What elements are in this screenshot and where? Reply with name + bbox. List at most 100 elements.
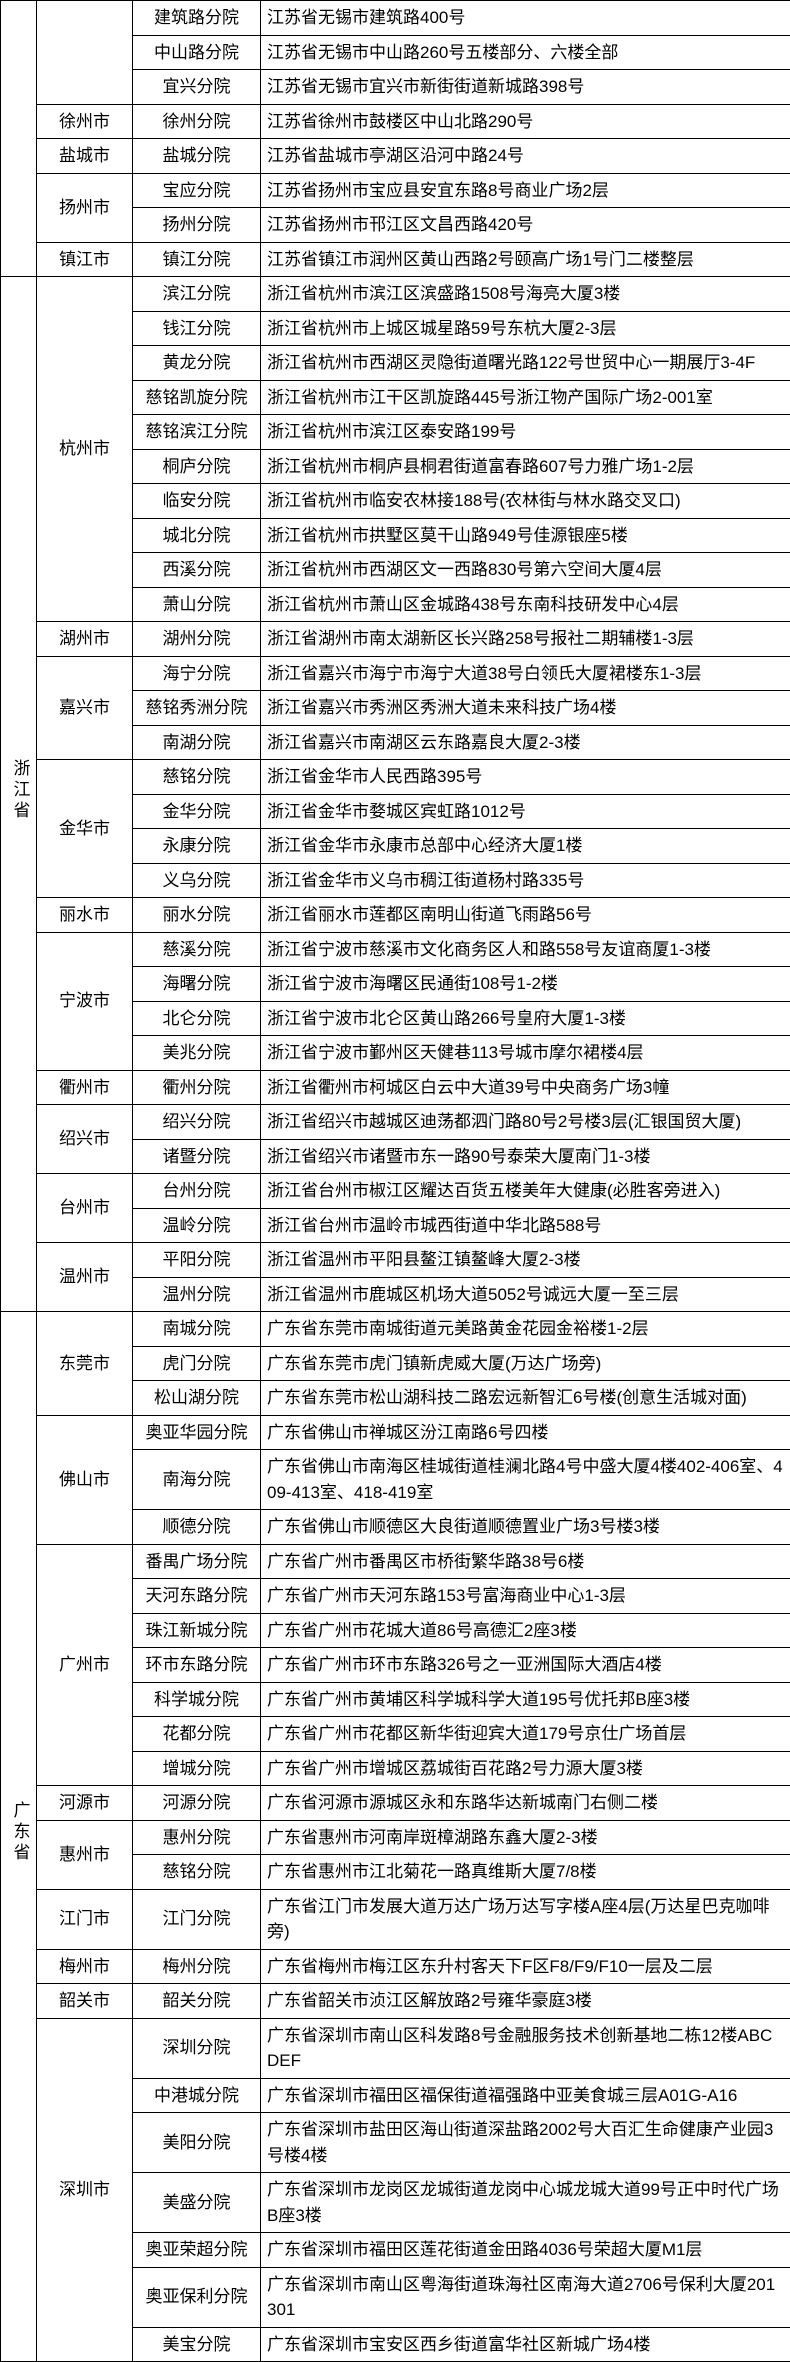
branch-address: 广东省佛山市南海区桂城街道桂澜北路4号中盛大厦4楼402-406室、409-41… — [261, 1450, 790, 1510]
branch-name: 天河东路分院 — [133, 1579, 261, 1614]
cell: 嘉兴市 — [37, 656, 133, 760]
branch-name: 扬州分院 — [133, 208, 261, 243]
table-row: 扬州市宝应分院江苏省扬州市宝应县安宜东路8号商业广场2层 — [1, 173, 790, 208]
branch-name: 珠江新城分院 — [133, 1613, 261, 1648]
branch-address: 浙江省杭州市江干区凯旋路445号浙江物产国际广场2-001室 — [261, 380, 790, 415]
cell: 河源市 — [37, 1786, 133, 1821]
branch-name: 海宁分院 — [133, 656, 261, 691]
table-row: 绍兴市绍兴分院浙江省绍兴市越城区迪荡都泗门路80号2号楼3层(汇银国贸大厦) — [1, 1105, 790, 1140]
branch-name: 增城分院 — [133, 1751, 261, 1786]
branch-address: 浙江省台州市椒江区耀达百货五楼美年大健康(必胜客旁进入) — [261, 1174, 790, 1209]
branch-address: 广东省河源市源城区永和东路华达新城南门右侧二楼 — [261, 1786, 790, 1821]
branch-address: 浙江省嘉兴市南湖区云东路嘉良大厦2-3楼 — [261, 725, 790, 760]
branch-address: 广东省惠州市江北菊花一路真维斯大厦7/8楼 — [261, 1855, 790, 1890]
branch-name: 平阳分院 — [133, 1243, 261, 1278]
branch-address: 广东省广州市环市东路326号之一亚洲国际大酒店4楼 — [261, 1648, 790, 1683]
table-row: 浙江省杭州市滨江分院浙江省杭州市滨江区滨盛路1508号海亮大厦3楼 — [1, 277, 790, 312]
branch-name: 环市东路分院 — [133, 1648, 261, 1683]
table-row: 广东省东莞市南城分院广东省东莞市南城街道元美路黄金花园金裕楼1-2层 — [1, 1312, 790, 1347]
table-row: 衢州市衢州分院浙江省衢州市柯城区白云中大道39号中央商务广场3幢 — [1, 1070, 790, 1105]
branch-address: 浙江省杭州市桐庐县桐君街道富春路607号力雅广场1-2层 — [261, 449, 790, 484]
branch-name: 钱江分院 — [133, 311, 261, 346]
branch-name: 江门分院 — [133, 1889, 261, 1949]
branch-name: 美兆分院 — [133, 1036, 261, 1071]
branch-name: 衢州分院 — [133, 1070, 261, 1105]
branch-name: 滨江分院 — [133, 277, 261, 312]
branch-name: 桐庐分院 — [133, 449, 261, 484]
branch-address: 浙江省宁波市北仑区黄山路266号皇府大厦1-3楼 — [261, 1001, 790, 1036]
branch-address: 浙江省杭州市滨江区泰安路199号 — [261, 415, 790, 450]
branch-name: 徐州分院 — [133, 104, 261, 139]
table-row: 梅州市梅州分院广东省梅州市梅江区东升村客天下F区F8/F9/F10一层及二层 — [1, 1949, 790, 1984]
cell: 广州市 — [37, 1544, 133, 1786]
cell: 惠州市 — [37, 1820, 133, 1889]
branch-address: 浙江省杭州市滨江区滨盛路1508号海亮大厦3楼 — [261, 277, 790, 312]
branch-name: 宜兴分院 — [133, 70, 261, 105]
table-row: 镇江市镇江分院江苏省镇江市润州区黄山西路2号颐高广场1号门二楼整层 — [1, 242, 790, 277]
branch-address: 浙江省台州市温岭市城西街道中华北路588号 — [261, 1208, 790, 1243]
branch-address: 浙江省嘉兴市海宁市海宁大道38号白领氏大厦裙楼东1-3层 — [261, 656, 790, 691]
branch-address: 广东省深圳市宝安区西乡街道富华社区新城广场4楼 — [261, 2327, 790, 2362]
branch-address: 广东省东莞市虎门镇新虎威大厦(万达广场旁) — [261, 1346, 790, 1381]
branch-name: 美阳分院 — [133, 2113, 261, 2173]
branch-name: 海曙分院 — [133, 967, 261, 1002]
branch-address: 浙江省金华市人民西路395号 — [261, 760, 790, 795]
branch-name: 北仑分院 — [133, 1001, 261, 1036]
branch-address: 江苏省扬州市宝应县安宜东路8号商业广场2层 — [261, 173, 790, 208]
cell: 台州市 — [37, 1174, 133, 1243]
branch-name: 韶关分院 — [133, 1984, 261, 2019]
branch-name: 慈铭凯旋分院 — [133, 380, 261, 415]
table-row: 盐城市盐城分院江苏省盐城市亭湖区沿河中路24号 — [1, 139, 790, 174]
cell: 宁波市 — [37, 932, 133, 1070]
branch-address: 广东省深圳市南山区科发路8号金融服务技术创新基地二栋12楼ABCDEF — [261, 2018, 790, 2078]
cell: 江门市 — [37, 1889, 133, 1949]
branch-name: 盐城分院 — [133, 139, 261, 174]
branch-address: 江苏省无锡市建筑路400号 — [261, 1, 790, 36]
branch-name: 西溪分院 — [133, 553, 261, 588]
branch-address: 浙江省宁波市慈溪市文化商务区人和路558号友谊商厦1-3楼 — [261, 932, 790, 967]
branch-name: 萧山分院 — [133, 587, 261, 622]
table-row: 韶关市韶关分院广东省韶关市浈江区解放路2号雍华豪庭3楼 — [1, 1984, 790, 2019]
branch-name: 义乌分院 — [133, 863, 261, 898]
branch-name: 诸暨分院 — [133, 1139, 261, 1174]
branch-name: 番禺广场分院 — [133, 1544, 261, 1579]
branch-table: 建筑路分院江苏省无锡市建筑路400号中山路分院江苏省无锡市中山路260号五楼部分… — [0, 0, 790, 2362]
branch-address: 广东省深圳市南山区粤海街道珠海社区南海大道2706号保利大厦201301 — [261, 2267, 790, 2327]
table-row: 徐州市徐州分院江苏省徐州市鼓楼区中山北路290号 — [1, 104, 790, 139]
branch-name: 梅州分院 — [133, 1949, 261, 1984]
branch-name: 南海分院 — [133, 1450, 261, 1510]
branch-address: 浙江省绍兴市越城区迪荡都泗门路80号2号楼3层(汇银国贸大厦) — [261, 1105, 790, 1140]
table-row: 河源市河源分院广东省河源市源城区永和东路华达新城南门右侧二楼 — [1, 1786, 790, 1821]
table-row: 台州市台州分院浙江省台州市椒江区耀达百货五楼美年大健康(必胜客旁进入) — [1, 1174, 790, 1209]
branch-name: 温州分院 — [133, 1277, 261, 1312]
branch-address: 浙江省杭州市上城区城星路59号东杭大厦2-3层 — [261, 311, 790, 346]
branch-name: 慈铭滨江分院 — [133, 415, 261, 450]
branch-name: 花都分院 — [133, 1717, 261, 1752]
branch-address: 浙江省宁波市海曙区民通街108号1-2楼 — [261, 967, 790, 1002]
branch-address: 江苏省无锡市中山路260号五楼部分、六楼全部 — [261, 35, 790, 70]
table-row: 广州市番禺广场分院广东省广州市番禺区市桥街繁华路38号6楼 — [1, 1544, 790, 1579]
branch-address: 浙江省金华市义乌市稠江街道杨村路335号 — [261, 863, 790, 898]
branch-address: 浙江省杭州市西湖区灵隐街道曙光路122号世贸中心一期展厅3-4F — [261, 346, 790, 381]
branch-name: 黄龙分院 — [133, 346, 261, 381]
branch-name: 奥亚保利分院 — [133, 2267, 261, 2327]
branch-address: 广东省广州市花城大道86号高德汇2座3楼 — [261, 1613, 790, 1648]
cell: 温州市 — [37, 1243, 133, 1312]
branch-address: 广东省深圳市龙岗区龙城街道龙岗中心城龙城大道99号正中时代广场B座3楼 — [261, 2173, 790, 2233]
branch-address: 浙江省温州市平阳县鳌江镇鳌峰大厦2-3楼 — [261, 1243, 790, 1278]
branch-name: 中山路分院 — [133, 35, 261, 70]
branch-name: 城北分院 — [133, 518, 261, 553]
branch-address: 浙江省衢州市柯城区白云中大道39号中央商务广场3幢 — [261, 1070, 790, 1105]
branch-name: 美宝分院 — [133, 2327, 261, 2362]
cell: 丽水市 — [37, 898, 133, 933]
branch-address: 江苏省无锡市宜兴市新街街道新城路398号 — [261, 70, 790, 105]
branch-name: 建筑路分院 — [133, 1, 261, 36]
branch-address: 广东省惠州市河南岸斑樟湖路东鑫大厦2-3楼 — [261, 1820, 790, 1855]
branch-address: 广东省广州市天河东路153号富海商业中心1-3层 — [261, 1579, 790, 1614]
branch-name: 绍兴分院 — [133, 1105, 261, 1140]
branch-address: 江苏省扬州市邗江区文昌西路420号 — [261, 208, 790, 243]
branch-address: 江苏省镇江市润州区黄山西路2号颐高广场1号门二楼整层 — [261, 242, 790, 277]
branch-address: 浙江省金华市婺城区宾虹路1012号 — [261, 794, 790, 829]
table-row: 湖州市湖州分院浙江省湖州市南太湖新区长兴路258号报社二期辅楼1-3层 — [1, 622, 790, 657]
branch-name: 慈铭分院 — [133, 1855, 261, 1890]
